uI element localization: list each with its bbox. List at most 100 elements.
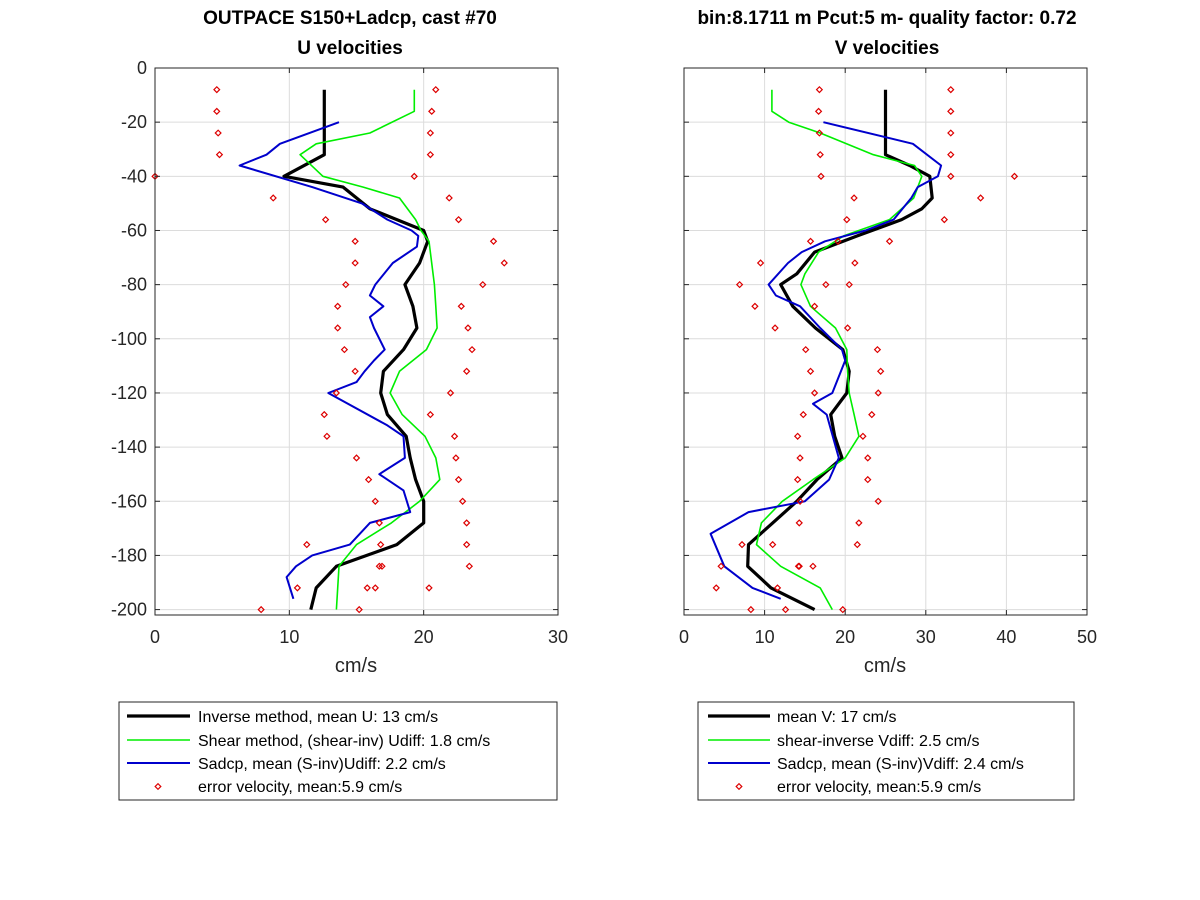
u-y-tick-label: -160 bbox=[111, 491, 147, 511]
u-error-point bbox=[351, 237, 359, 245]
u-series-line-1 bbox=[299, 89, 441, 610]
u-error-point bbox=[320, 410, 328, 419]
v-series-line-2 bbox=[709, 121, 943, 600]
v-error-point bbox=[773, 584, 782, 592]
v-error-point bbox=[947, 150, 955, 159]
v-error-point bbox=[815, 129, 824, 137]
v-error-point bbox=[845, 280, 853, 289]
u-error-point bbox=[462, 540, 471, 549]
u-error-point bbox=[355, 605, 363, 614]
v-error-point bbox=[839, 605, 847, 614]
v-legend-box bbox=[697, 701, 1075, 801]
u-error-point bbox=[377, 540, 385, 549]
v-x-tick-label: 20 bbox=[835, 627, 855, 647]
u-legend: Inverse method, mean U: 13 cm/s Shear me… bbox=[118, 701, 558, 801]
v-x-axis-label: cm/s bbox=[864, 655, 906, 677]
v-error-point bbox=[855, 519, 863, 527]
u-x-tick-label: 10 bbox=[279, 627, 299, 647]
u-velocity-panel: OUTPACE S150+Ladcp, cast #70 U velocitie… bbox=[111, 8, 568, 801]
u-error-point bbox=[257, 605, 265, 614]
u-error-point bbox=[342, 280, 350, 289]
v-error-point bbox=[851, 259, 859, 267]
u-series-group bbox=[151, 85, 508, 614]
v-error-point bbox=[976, 194, 985, 202]
v-x-tick-label: 50 bbox=[1077, 627, 1097, 647]
u-error-point bbox=[465, 562, 474, 570]
v-error-point bbox=[810, 389, 819, 397]
v-error-point bbox=[717, 562, 725, 570]
v-error-point bbox=[806, 367, 815, 375]
v-error-point bbox=[747, 605, 755, 614]
u-error-point bbox=[363, 584, 371, 592]
u-error-point bbox=[293, 584, 302, 592]
u-y-tick-label: -40 bbox=[121, 166, 147, 186]
u-y-tick-label: -20 bbox=[121, 112, 147, 132]
u-error-point bbox=[371, 584, 379, 592]
v-error-point bbox=[843, 215, 851, 224]
u-x-axis-label: cm/s bbox=[335, 655, 377, 677]
u-error-point bbox=[352, 454, 361, 462]
u-series-line-0 bbox=[282, 89, 430, 610]
u-error-point bbox=[375, 562, 384, 570]
u-y-tick-label: -60 bbox=[121, 220, 147, 240]
u-error-point bbox=[457, 302, 465, 310]
u-y-tick-label: -180 bbox=[111, 545, 147, 565]
v-series-line-0 bbox=[746, 89, 934, 612]
v-error-point bbox=[768, 540, 777, 549]
u-error-point bbox=[468, 345, 476, 354]
v-error-point bbox=[822, 280, 830, 289]
v-error-point bbox=[751, 302, 759, 310]
v-error-point bbox=[843, 324, 852, 332]
v-error-point bbox=[1010, 172, 1019, 180]
v-error-point bbox=[834, 237, 842, 245]
v-error-point bbox=[874, 497, 882, 505]
v-error-point bbox=[859, 432, 867, 440]
v-error-point bbox=[738, 540, 746, 549]
u-error-point bbox=[462, 367, 471, 375]
v-error-point bbox=[853, 540, 861, 549]
u-error-point bbox=[303, 540, 311, 549]
v-series-line-1 bbox=[755, 89, 923, 610]
u-error-point bbox=[332, 389, 341, 397]
u-error-point bbox=[215, 150, 224, 159]
u-legend-swatch-error bbox=[154, 782, 162, 791]
v-error-point bbox=[940, 215, 949, 224]
u-error-point bbox=[450, 432, 459, 440]
u-error-point bbox=[213, 85, 221, 94]
v-legend-label-error: error velocity, mean:5.9 cm/s bbox=[777, 779, 981, 796]
u-y-tick-label: 0 bbox=[137, 58, 147, 78]
v-error-point bbox=[735, 280, 744, 289]
v-plot-area bbox=[684, 68, 1087, 615]
v-error-point bbox=[817, 172, 825, 180]
u-error-point bbox=[454, 475, 463, 484]
u-legend-label-error: error velocity, mean:5.9 cm/s bbox=[198, 779, 402, 796]
u-error-point bbox=[151, 172, 159, 180]
u-y-tick-label: -80 bbox=[121, 275, 147, 295]
v-error-point bbox=[796, 454, 804, 462]
u-legend-label-shear: Shear method, (shear-inv) Udiff: 1.8 cm/… bbox=[198, 733, 490, 750]
u-error-point bbox=[323, 432, 331, 440]
v-error-point bbox=[793, 432, 802, 440]
u-error-point bbox=[428, 107, 436, 116]
v-title-line2: V velocities bbox=[835, 38, 940, 59]
u-error-point bbox=[432, 85, 440, 94]
u-error-point bbox=[351, 367, 359, 375]
v-error-point bbox=[864, 475, 872, 484]
v-axes-box bbox=[683, 67, 1088, 616]
u-y-tick-label: -140 bbox=[111, 437, 147, 457]
u-y-tick-label: -120 bbox=[111, 383, 147, 403]
u-error-point bbox=[371, 497, 379, 505]
u-error-point bbox=[426, 129, 435, 137]
v-error-point bbox=[810, 302, 819, 310]
u-ticks: 0 10 20 30 0 -20 -40 -60 -80 -100 -120 -140 -160 -180… bbox=[111, 58, 568, 647]
v-error-point bbox=[885, 237, 894, 245]
v-error-point bbox=[874, 389, 882, 397]
u-axes-box bbox=[154, 67, 559, 616]
v-x-tick-label: 0 bbox=[679, 627, 689, 647]
v-error-point bbox=[806, 237, 815, 245]
u-error-point bbox=[445, 194, 453, 202]
v-error-point bbox=[816, 150, 824, 159]
u-error-point bbox=[426, 150, 435, 159]
u-x-tick-label: 30 bbox=[548, 627, 568, 647]
